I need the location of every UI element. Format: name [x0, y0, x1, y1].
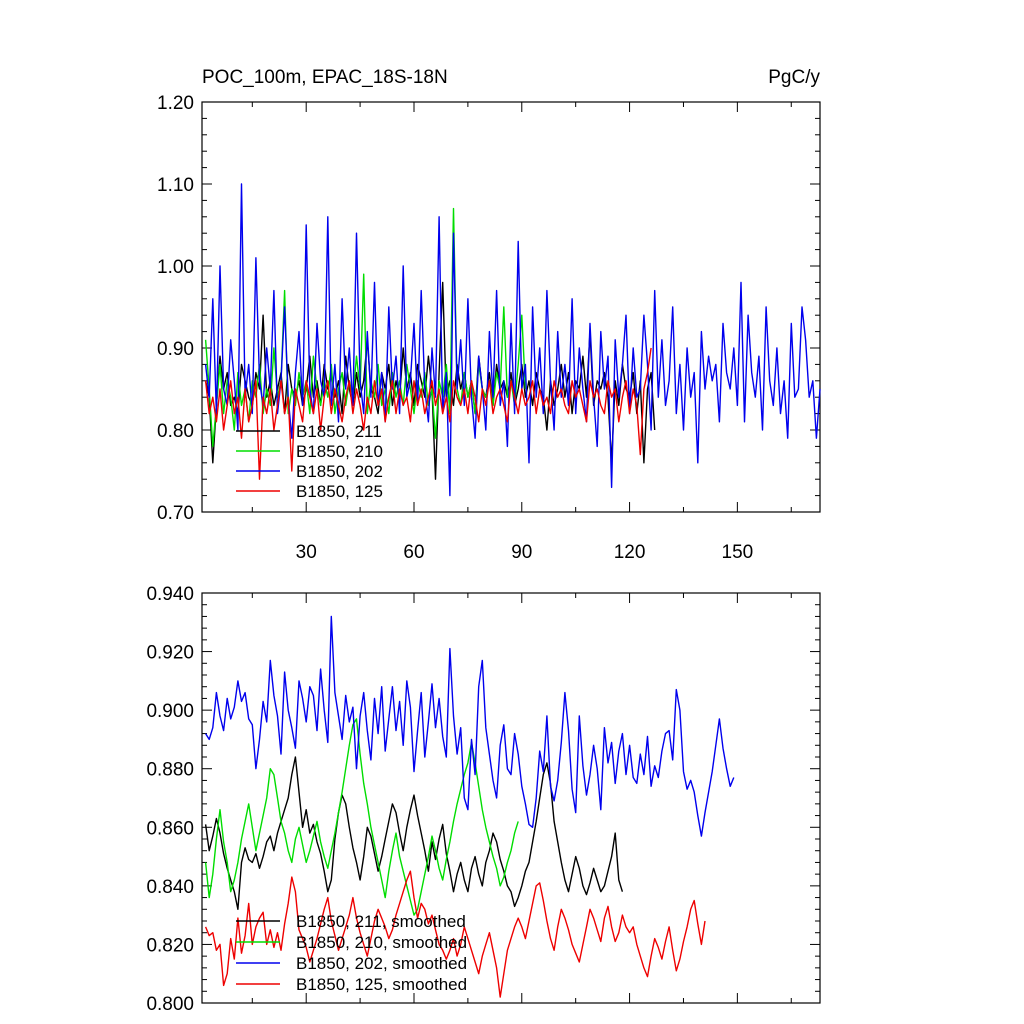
- chart-title: POC_100m, EPAC_18S-18N: [202, 67, 448, 88]
- series-line-top-3: [204, 183, 821, 497]
- series-group-top: [204, 183, 821, 497]
- y-tick-label: 0.940: [146, 584, 194, 605]
- legend-label: B1850, 202, smoothed: [296, 954, 467, 973]
- series-line-bottom-3: [205, 615, 735, 837]
- axis-ticks-bottom: 0.800 0.820 0.840 0.860 0.880 0.900 0.920 0.940: [146, 584, 820, 1015]
- legend-label: B1850, 211, smoothed: [296, 912, 466, 931]
- y-tick-label: 1.10: [157, 175, 194, 196]
- y-tick-label: 0.900: [146, 701, 194, 722]
- y-tick-label: 0.80: [157, 421, 194, 442]
- panel-top: POC_100m, EPAC_18S-18N PgC/y 0.70 0.80 0.9…: [157, 67, 821, 563]
- x-tick-label: 60: [403, 542, 424, 563]
- x-tick-label: 30: [296, 542, 317, 563]
- plot-frame-bottom: [201, 592, 821, 1004]
- axis-ticks-top: 0.70 0.80 0.90 1.00 1.10 1.20 30 60 90 120 150: [157, 93, 820, 563]
- x-tick-label: 150: [722, 542, 754, 563]
- legend-label: B1850, 210, smoothed: [296, 933, 467, 952]
- chart-units: PgC/y: [768, 67, 820, 88]
- y-tick-label: 0.880: [146, 760, 194, 781]
- y-tick-label: 0.70: [157, 503, 194, 524]
- series-line-top-4: [204, 347, 652, 480]
- series-line-bottom-1: [204, 756, 624, 910]
- series-group-bottom: [204, 615, 735, 998]
- legend-label: B1850, 125, smoothed: [296, 975, 467, 994]
- y-tick-label: 1.20: [157, 93, 194, 114]
- legend-label: B1850, 202: [296, 462, 383, 481]
- x-tick-label: 120: [614, 542, 646, 563]
- legend-label: B1850, 210: [296, 442, 383, 461]
- series-line-bottom-4: [204, 870, 706, 998]
- x-tick-label: 90: [511, 542, 532, 563]
- y-tick-label: 0.800: [146, 994, 194, 1015]
- y-tick-label: 0.90: [157, 339, 194, 360]
- legend-label: B1850, 211: [296, 422, 382, 441]
- plot-frame-top: [201, 101, 821, 513]
- legend-label: B1850, 125: [296, 482, 383, 501]
- panel-bottom: 0.800 0.820 0.840 0.860 0.880 0.900 0.920 0.940…: [146, 584, 821, 1015]
- series-line-bottom-2: [204, 718, 519, 916]
- y-tick-label: 1.00: [157, 257, 194, 278]
- y-tick-label: 0.920: [146, 643, 194, 664]
- y-tick-label: 0.820: [146, 935, 194, 956]
- legend-bottom: B1850, 211, smoothed B1850, 210, smoothed…: [236, 912, 467, 994]
- y-tick-label: 0.860: [146, 818, 194, 839]
- y-tick-label: 0.840: [146, 877, 194, 898]
